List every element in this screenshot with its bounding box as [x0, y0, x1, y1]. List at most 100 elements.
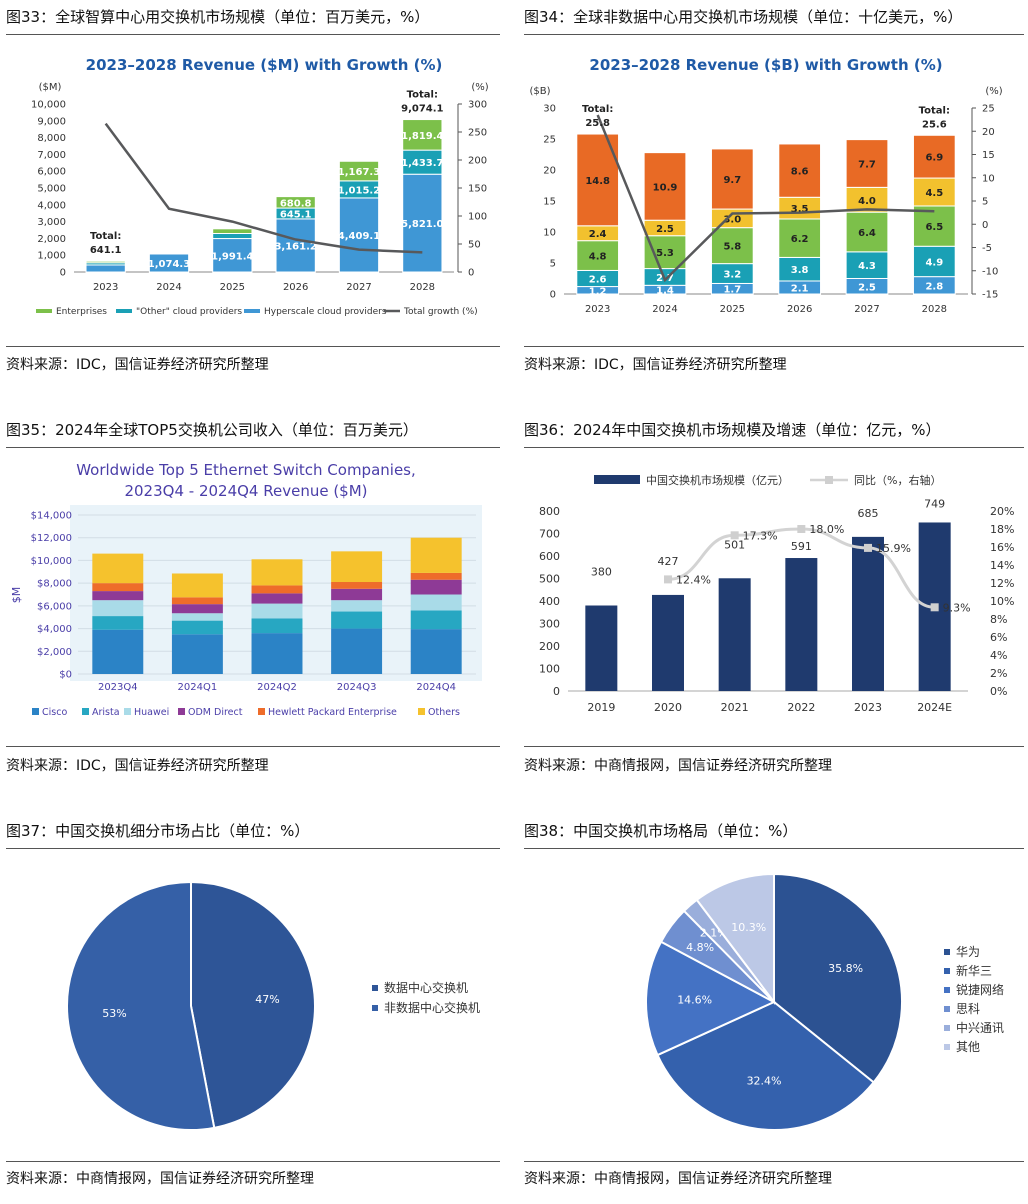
total-annotation-value: 9,074.1 — [401, 104, 443, 115]
x-tick-label: 2026 — [787, 304, 812, 315]
bar-data-label: 501 — [724, 538, 745, 551]
legend-label: 新华三 — [956, 963, 992, 978]
bar-segment — [331, 611, 383, 629]
fig33-source: 资料来源：IDC，国信证券经济研究所整理 — [6, 357, 269, 373]
growth-data-label: 17.3% — [743, 529, 778, 542]
legend-swatch — [36, 309, 52, 313]
pie-data-label: 35.8% — [828, 962, 863, 975]
fig38-title: 图38：中国交换机市场格局（单位：%） — [524, 822, 798, 840]
x-tick-label: 2024E — [917, 701, 952, 714]
chart-fig34: 2023–2028 Revenue ($B) with Growth (%) ($… — [529, 56, 1002, 315]
bar-segment — [331, 600, 383, 612]
total-annotation-value: 641.1 — [90, 245, 122, 256]
y-tick-label-left: 600 — [539, 550, 560, 563]
x-tick-label: 2027 — [346, 282, 371, 293]
bar-segment — [410, 579, 462, 595]
bar-data-label: 1,015.2 — [338, 185, 380, 196]
legend-label: Arista — [92, 707, 120, 718]
y-tick-label-right: -15 — [982, 290, 998, 301]
y-tick-label-left: 25 — [543, 135, 556, 146]
bar-segment — [845, 211, 889, 253]
bar-data-label: 680.8 — [280, 198, 312, 209]
y-tick-label-left: 100 — [539, 663, 560, 676]
y-tick-label-right: -5 — [982, 243, 992, 254]
pie-slice — [645, 940, 777, 1057]
y-tick-label-right: 0 — [982, 220, 988, 231]
growth-marker — [864, 543, 872, 552]
bar-segment — [710, 227, 754, 265]
growth-data-label: 9.3% — [943, 601, 971, 614]
bar-data-label: 2.6 — [589, 275, 607, 286]
pie-data-label: 53% — [102, 1007, 126, 1020]
legend-swatch — [944, 987, 950, 993]
y-axis-unit-left: ($B) — [529, 86, 550, 97]
bar-segment — [92, 591, 144, 601]
panel-fig33: 图33：全球智算中心用交换机市场规模（单位：百万美元，%） 2023–2028 … — [6, 2, 500, 382]
bar-data-label: 2.5 — [858, 282, 876, 293]
bar-segment — [402, 173, 443, 273]
bar-segment — [251, 593, 303, 604]
y-axis-unit-left: ($M) — [39, 82, 62, 93]
y-tick-label: $6,000 — [37, 601, 72, 612]
y-tick-label-left: 20 — [543, 166, 556, 177]
bar-segment — [171, 573, 223, 598]
x-tick-label: 2024Q4 — [416, 682, 456, 693]
y-tick-label: $0 — [59, 670, 72, 681]
bar-data-label: 3,161.2 — [274, 241, 316, 252]
bar-data-label: 7.7 — [858, 159, 876, 170]
x-tick-label: 2028 — [410, 282, 435, 293]
legend-label: Hewlett Packard Enterprise — [268, 707, 397, 718]
bar-segment — [171, 620, 223, 635]
fig37-title: 图37：中国交换机细分市场占比（单位：%） — [6, 822, 310, 840]
fig35-title: 图35：2024年全球TOP5交换机公司收入（单位：百万美元） — [6, 421, 418, 439]
bar-segment — [410, 629, 462, 674]
fig38-top-rule — [524, 848, 1024, 849]
y-tick-label-right: 4% — [990, 649, 1007, 662]
legend-swatch-bar — [594, 475, 640, 484]
growth-line — [104, 122, 423, 254]
bar-data-label: 4.3 — [858, 261, 876, 272]
panel-fig38: 图38：中国交换机市场格局（单位：%） 35.8% 32.4% 14.6% 4.8% 2… — [524, 816, 1024, 1196]
y-tick-label-right: 2% — [990, 667, 1007, 680]
legend-label: 非数据中心交换机 — [384, 1000, 480, 1015]
y-tick-label-left: 700 — [539, 528, 560, 541]
x-tick-label: 2023 — [585, 304, 610, 315]
growth-marker — [797, 525, 806, 533]
y-tick-label-right: 16% — [990, 541, 1014, 554]
fig37-bottom-rule — [6, 1161, 500, 1162]
growth-data-label: 15.9% — [876, 542, 911, 555]
bar-data-label: 6.4 — [858, 228, 876, 239]
y-tick-label-left: 1,000 — [37, 251, 66, 262]
bar-data-label: 1,074.3 — [148, 259, 190, 270]
legend-label: 锐捷网络 — [956, 982, 1004, 997]
total-annotation-label: Total: — [407, 90, 438, 101]
chart-title: 2023–2028 Revenue ($M) with Growth (%) — [86, 56, 443, 74]
bar-segment — [171, 634, 223, 674]
bar-data-label: 1,433.7 — [401, 158, 443, 169]
legend-label: 思科 — [956, 1002, 980, 1016]
y-tick-label-left: 0 — [60, 268, 66, 279]
y-tick-label-left: 400 — [539, 595, 560, 608]
bar-data-label: 4.9 — [925, 257, 943, 268]
bar-data-label: 685 — [858, 507, 879, 520]
x-tick-label: 2019 — [587, 701, 615, 714]
bar-segment — [92, 583, 144, 592]
x-tick-label: 2024Q1 — [178, 682, 218, 693]
bar — [718, 578, 751, 691]
bar-segment — [410, 594, 462, 611]
legend-swatch — [944, 949, 950, 955]
fig34-top-rule — [524, 34, 1024, 35]
panel-fig37: 图37：中国交换机细分市场占比（单位：%） 47% 53% 数据中心交换机 非数据中心… — [6, 816, 500, 1196]
legend-swatch — [178, 708, 185, 715]
y-tick-label-left: 15 — [543, 197, 556, 208]
bar-segment — [912, 245, 956, 278]
legend-label: Total growth (%) — [403, 307, 478, 317]
total-annotation-value: 25.8 — [585, 118, 610, 129]
y-tick-label-left: 300 — [539, 618, 560, 631]
bar-segment — [410, 610, 462, 630]
y-tick-label-left: 800 — [539, 505, 560, 518]
x-tick-label: 2027 — [854, 304, 879, 315]
bar-segment — [92, 600, 144, 617]
chart-fig33: 2023–2028 Revenue ($M) with Growth (%) ($… — [31, 56, 489, 317]
